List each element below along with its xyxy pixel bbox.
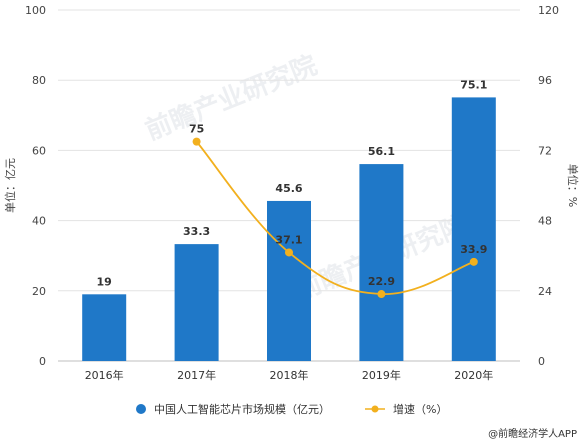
bar-value-label: 33.3 <box>183 225 210 238</box>
bar <box>451 97 496 362</box>
y-right-tick-label: 48 <box>538 215 552 228</box>
x-tick-label: 2018年 <box>270 368 309 382</box>
y-right-tick-label: 72 <box>538 144 552 157</box>
right-axis-ticks: 0 24 48 72 96 120 <box>538 4 559 368</box>
x-tick-label: 2017年 <box>177 368 216 382</box>
source-credit: @前瞻经济学人APP <box>488 427 577 440</box>
legend-bar-label: 中国人工智能芯片市场规模（亿元） <box>154 402 330 416</box>
line-point <box>285 248 293 257</box>
y-right-tick-label: 96 <box>538 74 552 87</box>
legend-bar-marker <box>136 404 146 414</box>
legend: 中国人工智能芯片市场规模（亿元） 增速（%） <box>136 402 447 416</box>
line-point <box>192 137 201 146</box>
bar-value-label: 45.6 <box>275 182 302 195</box>
y-axis-right-title: 单位：% <box>566 164 580 207</box>
left-axis-ticks: 0 20 40 60 80 100 <box>25 4 46 368</box>
bar-value-label: 19 <box>97 275 112 288</box>
y-right-tick-label: 0 <box>538 355 545 368</box>
x-tick-label: 2019年 <box>362 368 401 382</box>
line-point <box>469 257 478 266</box>
y-tick-label: 20 <box>32 285 46 298</box>
bar-series: 19 33.3 45.6 56.1 75.1 <box>82 78 496 362</box>
legend-line-dot <box>371 405 379 413</box>
y-tick-label: 0 <box>39 355 46 368</box>
line-point <box>377 290 386 299</box>
bar <box>267 200 311 361</box>
y-right-tick-label: 24 <box>538 285 552 298</box>
line-value-label: 22.9 <box>368 275 395 288</box>
y-tick-label: 80 <box>32 74 46 87</box>
line-value-label: 33.9 <box>460 243 487 256</box>
bar-value-label: 75.1 <box>460 78 487 91</box>
bar-value-label: 56.1 <box>368 145 395 158</box>
x-axis-ticks: 2016年 2017年 2018年 2019年 2020年 <box>85 368 494 382</box>
y-right-tick-label: 120 <box>538 4 559 17</box>
y-tick-label: 60 <box>32 144 46 157</box>
bar <box>82 294 127 361</box>
y-tick-label: 100 <box>25 4 46 17</box>
line-value-label: 37.1 <box>275 233 302 246</box>
bar <box>359 164 404 361</box>
watermark-text: 前瞻产业研究院 <box>141 50 321 147</box>
bar <box>174 244 219 361</box>
line-series: 75 37.1 22.9 33.9 <box>189 123 487 299</box>
line-value-label: 75 <box>189 123 204 136</box>
legend-line-label: 增速（%） <box>393 402 447 416</box>
y-axis-title: 单位：亿元 <box>3 158 17 213</box>
growth-line <box>195 141 475 295</box>
x-tick-label: 2016年 <box>85 368 124 382</box>
y-tick-label: 40 <box>32 215 46 228</box>
x-tick-label: 2020年 <box>454 368 493 382</box>
